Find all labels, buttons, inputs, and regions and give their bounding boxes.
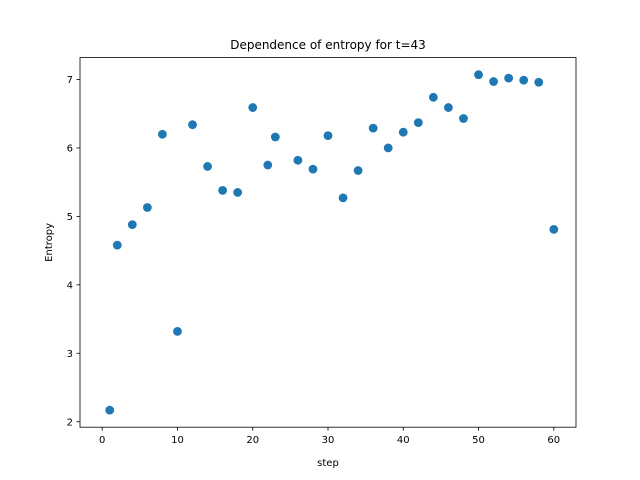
data-point [398, 127, 408, 137]
data-point [323, 131, 333, 141]
data-point [489, 77, 498, 86]
data-point [353, 166, 363, 175]
data-point [203, 162, 212, 171]
data-point [142, 203, 152, 212]
data-point [338, 193, 348, 203]
data-point [444, 103, 453, 112]
chart-title: Dependence of entropy for t=43 [230, 38, 426, 52]
data-point [188, 120, 197, 130]
y-tick-label: 6 [67, 144, 73, 155]
data-point [519, 75, 529, 85]
x-tick-label: 10 [171, 435, 184, 446]
y-tick-label: 5 [67, 212, 73, 223]
data-point [270, 132, 280, 142]
data-point [534, 77, 544, 87]
data-point [383, 143, 393, 153]
data-point [549, 225, 559, 234]
data-point [428, 92, 438, 102]
x-tick-label: 50 [472, 435, 485, 446]
x-tick-label: 30 [322, 435, 335, 446]
data-point [248, 103, 258, 112]
data-point [263, 160, 273, 170]
y-tick-label: 3 [67, 349, 73, 360]
data-point [218, 185, 228, 195]
data-point [105, 405, 115, 415]
x-tick-label: 0 [99, 435, 105, 446]
data-point [504, 73, 514, 83]
y-tick-label: 4 [67, 280, 73, 291]
data-point [233, 188, 243, 197]
plot-area [105, 70, 559, 415]
data-point [158, 129, 167, 139]
y-tick-label: 2 [67, 417, 73, 428]
x-tick-label: 40 [397, 435, 410, 446]
x-axis-label: step [317, 458, 339, 469]
y-axis-label: Entropy [44, 223, 55, 262]
data-point [127, 220, 137, 230]
x-tick-label: 60 [547, 435, 560, 446]
x-tick-label: 20 [246, 435, 259, 446]
axis-ticks: 0 10 20 30 40 50 60 2 3 4 5 6 7 [67, 75, 561, 446]
data-point [308, 164, 318, 174]
data-point [459, 114, 468, 123]
data-point [293, 155, 303, 165]
data-point [368, 123, 378, 133]
data-point [112, 240, 122, 250]
y-tick-label: 7 [67, 75, 73, 86]
data-point [413, 118, 423, 128]
data-point [173, 326, 182, 336]
data-point [474, 70, 483, 80]
